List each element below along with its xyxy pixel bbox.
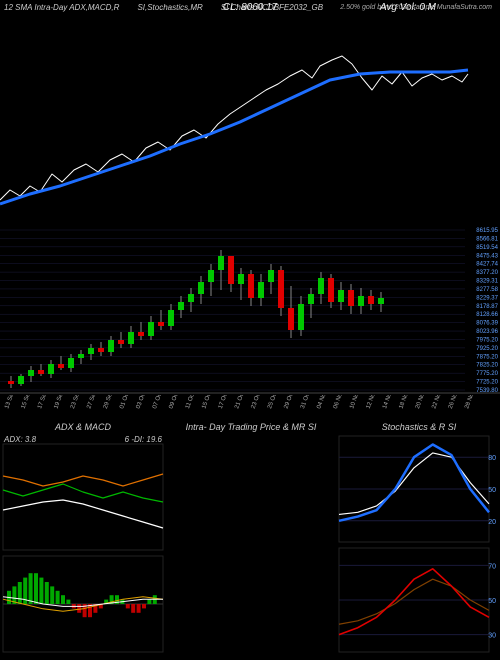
- candlestick-panel: 8615.95 8566.81 8519.54 8475.43 8427.74 8377.…: [0, 226, 500, 394]
- svg-text:ADX: 3.8: ADX: 3.8: [3, 435, 37, 444]
- svg-text:8329.31: 8329.31: [476, 279, 498, 285]
- svg-text:6 -DI: 19.6: 6 -DI: 19.6: [125, 435, 163, 444]
- hdr-close: CL: 8060.17: [223, 2, 278, 13]
- svg-text:30: 30: [488, 633, 496, 640]
- svg-text:8178.87: 8178.87: [476, 304, 498, 310]
- svg-text:7775.20: 7775.20: [476, 371, 498, 377]
- svg-text:8519.54: 8519.54: [476, 245, 498, 251]
- svg-text:8076.39: 8076.39: [476, 321, 498, 327]
- svg-text:7725.20: 7725.20: [476, 380, 498, 386]
- svg-text:Stochastics & R SI: Stochastics & R SI: [382, 422, 457, 432]
- price-line-panel: [0, 14, 500, 224]
- date-axis: 13 Sep15 Sep17 Sep19 Sep23 Sep27 Sep29 S…: [0, 395, 500, 415]
- stoch-rsi-panel: Stochastics & R SI 80 50 20 70 50 30: [336, 420, 500, 658]
- svg-text:8615.95: 8615.95: [476, 228, 498, 234]
- svg-text:50: 50: [488, 487, 496, 494]
- svg-text:8277.58: 8277.58: [476, 287, 498, 293]
- intraday-panel: Intra- Day Trading Price & MR SI: [168, 420, 334, 658]
- adx-macd-panel: ADX & MACD ADX: 3.8 6 -DI: 19.6: [0, 420, 166, 658]
- hdr-avgvol: Avg Vol: 0 M: [380, 2, 436, 13]
- svg-text:7975.20: 7975.20: [476, 337, 498, 343]
- svg-text:8023.96: 8023.96: [476, 329, 498, 335]
- svg-text:7925.20: 7925.20: [476, 346, 498, 352]
- hdr-ind-1: 12 SMA Intra-Day ADX,MACD,R: [4, 2, 119, 13]
- svg-text:8229.37: 8229.37: [476, 295, 498, 301]
- svg-text:ADX & MACD: ADX & MACD: [54, 422, 112, 432]
- svg-text:8427.74: 8427.74: [476, 262, 498, 268]
- indicator-row: ADX & MACD ADX: 3.8 6 -DI: 19.6 Intra- Day…: [0, 420, 500, 658]
- svg-text:8377.20: 8377.20: [476, 270, 498, 276]
- svg-text:50: 50: [488, 598, 496, 605]
- svg-text:7825.20: 7825.20: [476, 363, 498, 369]
- hdr-ind-2: SI,Stochastics,MR: [137, 2, 202, 13]
- intraday-title: Intra- Day Trading Price & MR SI: [168, 420, 334, 432]
- svg-text:20: 20: [488, 519, 496, 526]
- svg-text:8566.81: 8566.81: [476, 236, 498, 242]
- svg-text:70: 70: [488, 563, 496, 570]
- svg-text:80: 80: [488, 455, 496, 462]
- svg-text:8128.66: 8128.66: [476, 312, 498, 318]
- svg-text:7875.20: 7875.20: [476, 354, 498, 360]
- svg-text:8475.43: 8475.43: [476, 253, 498, 259]
